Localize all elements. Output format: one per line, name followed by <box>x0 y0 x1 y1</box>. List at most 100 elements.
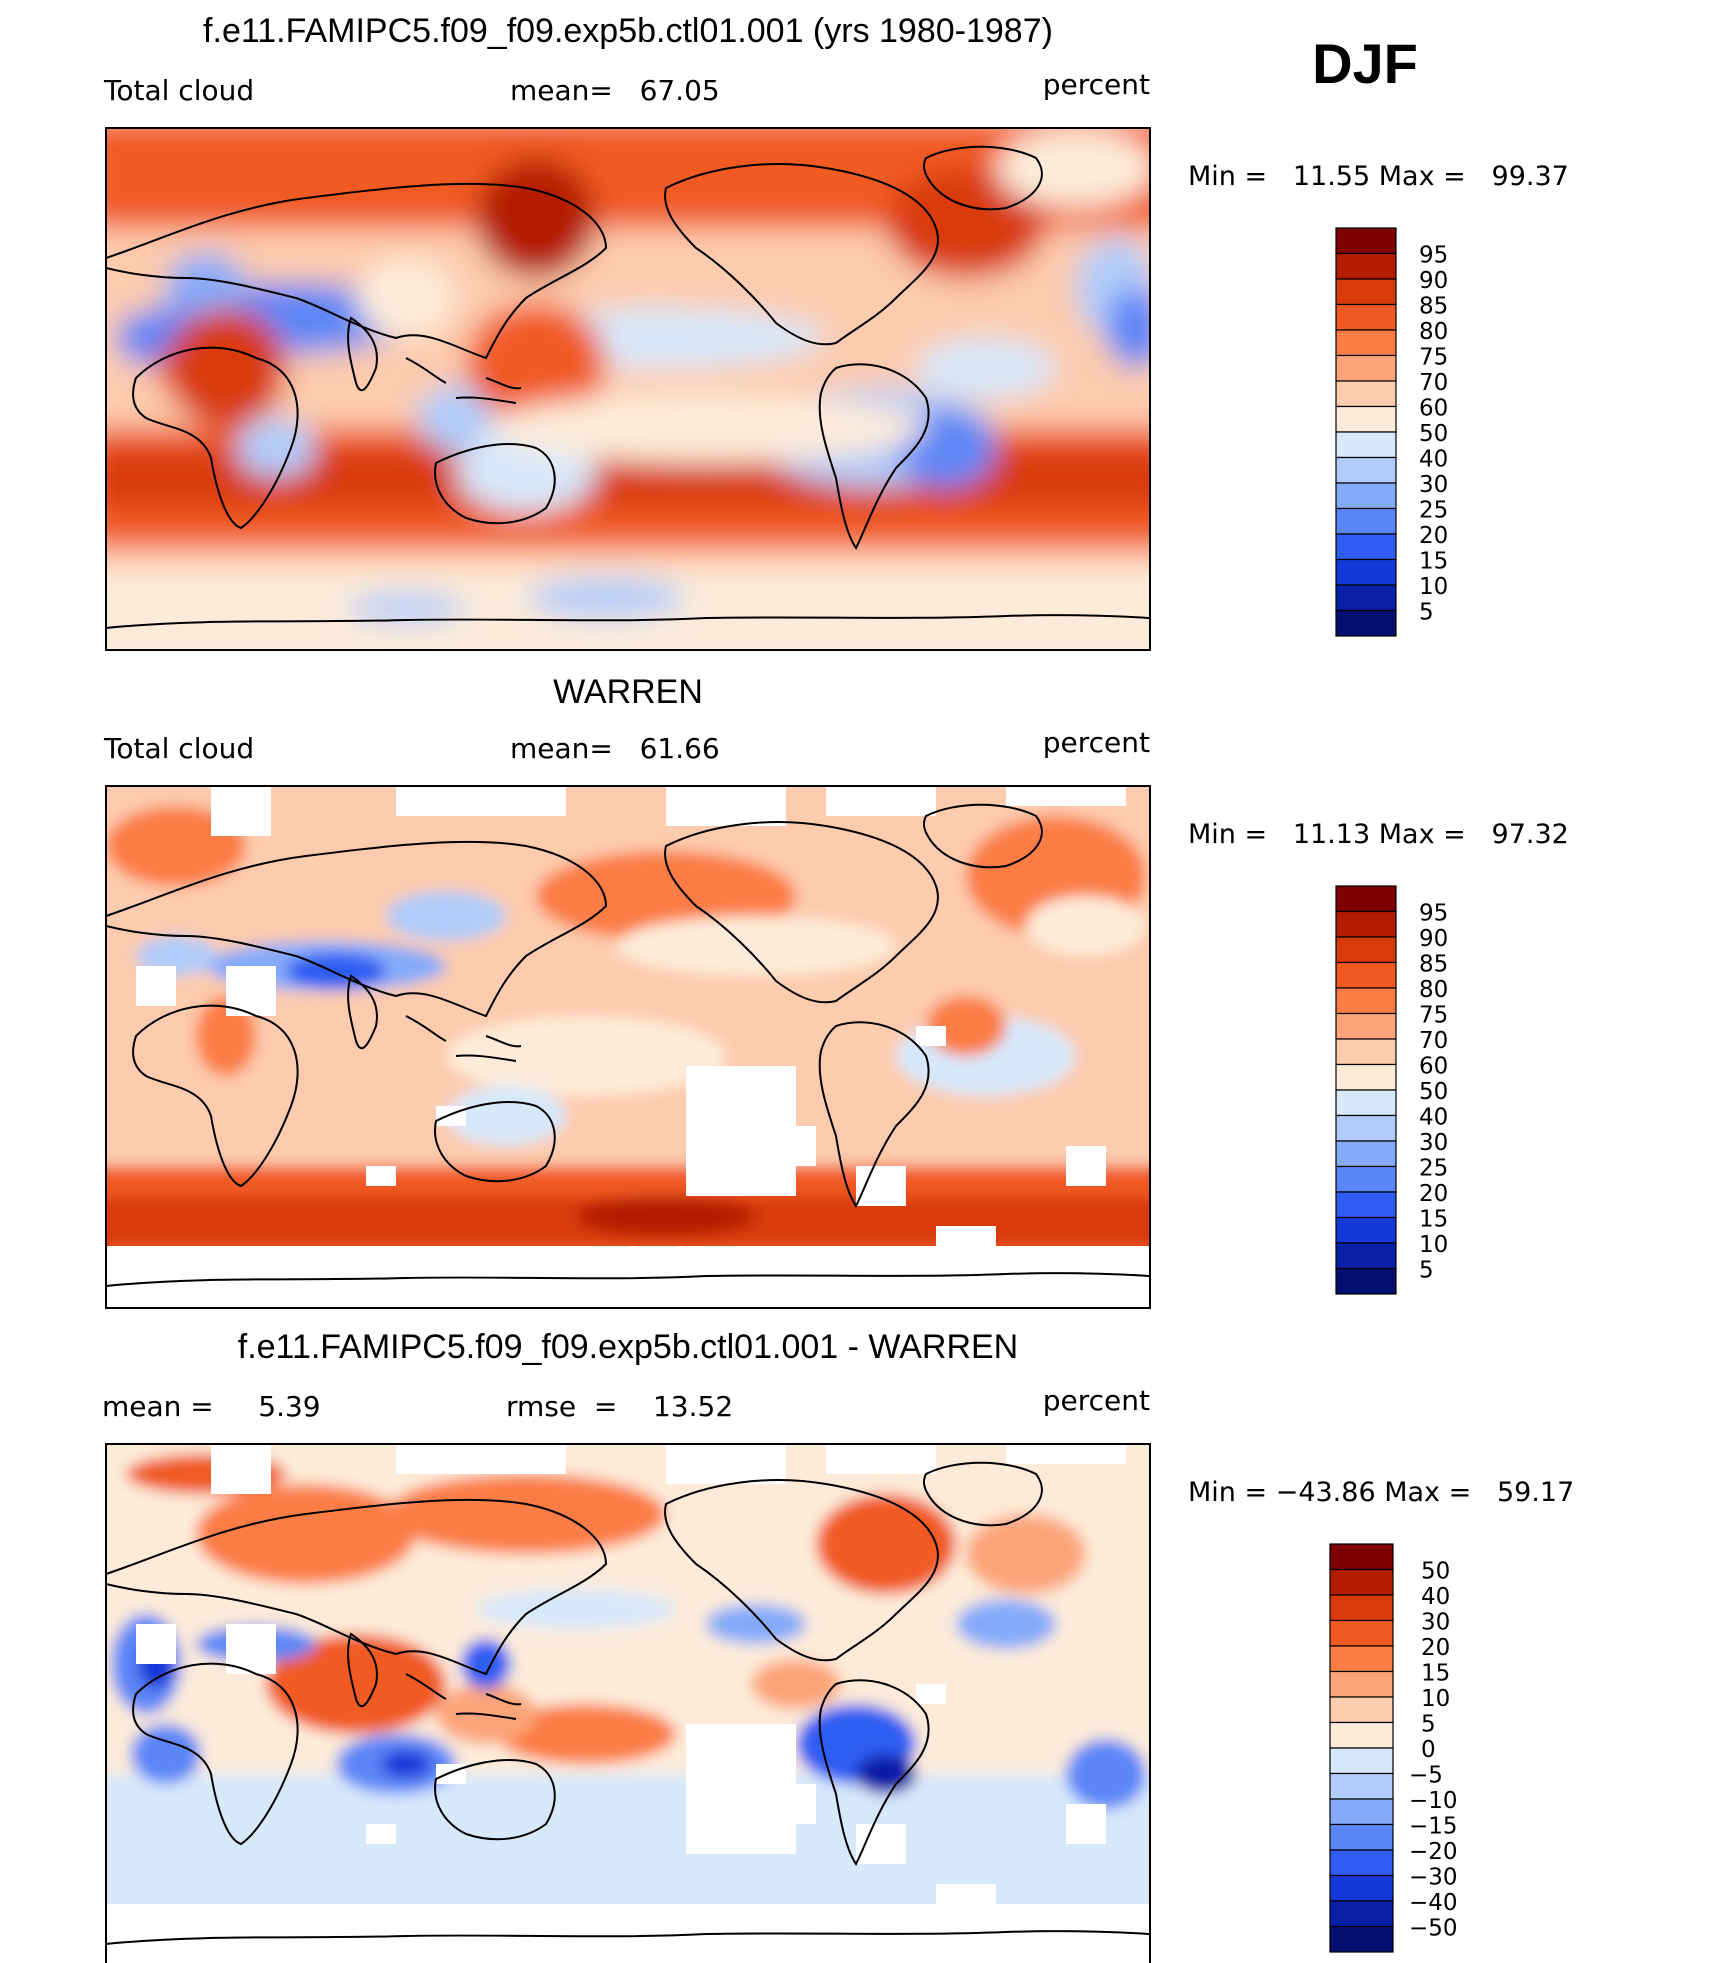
colorbar-swatch <box>1335 584 1397 612</box>
map-frame <box>105 1443 1151 1963</box>
field-blob <box>1066 1739 1146 1809</box>
map-land-outline <box>106 1461 1150 1945</box>
coastline <box>106 182 608 360</box>
colorbar-tick-label: 50 <box>1419 1079 1448 1105</box>
colorbar-swatch <box>1335 558 1397 586</box>
field-blob <box>1106 288 1150 368</box>
panel-title: WARREN <box>553 673 703 711</box>
colorbar-swatch <box>1335 329 1397 357</box>
colorbar-swatch <box>1335 405 1397 433</box>
colorbar-swatch <box>1329 1849 1394 1877</box>
coastline <box>347 974 378 1050</box>
colorbar-tick-label: −10 <box>1409 1788 1458 1814</box>
colorbar-tick-label: −40 <box>1409 1890 1458 1916</box>
map-field <box>106 1444 1150 1963</box>
colorbar-swatch <box>1335 278 1397 306</box>
colorbar-tick-label: −30 <box>1409 1865 1458 1891</box>
colorbar-tick-label: 40 <box>1419 447 1448 473</box>
field-blob <box>966 1514 1086 1594</box>
colorbar-swatch <box>1335 1089 1397 1117</box>
colorbar-swatch <box>1329 1619 1394 1647</box>
coastline <box>818 1021 930 1208</box>
season-label: DJF <box>1312 32 1418 95</box>
field-blob <box>166 253 246 323</box>
coastline <box>347 316 378 392</box>
colorbar-tick-label: 10 <box>1419 1232 1448 1258</box>
colorbar-tick-label: 5 <box>1421 1712 1436 1738</box>
missing-data-cell <box>856 1824 906 1864</box>
panel-units: percent <box>1043 1384 1150 1417</box>
colorbar-swatch <box>1329 1874 1394 1902</box>
missing-data-cell <box>106 1246 1150 1308</box>
colorbar-tick-label: 40 <box>1419 1105 1448 1131</box>
map-field <box>106 128 1150 650</box>
colorbar-tick-label: 40 <box>1421 1584 1450 1610</box>
field-blob <box>386 891 506 941</box>
colorbar-swatch <box>1335 987 1397 1015</box>
coastline <box>106 614 1150 629</box>
colorbar-swatch <box>1335 227 1397 255</box>
missing-data-cell <box>366 1824 396 1844</box>
colorbar-swatch <box>1329 1721 1394 1749</box>
missing-data-cell <box>1066 1804 1106 1844</box>
map-land-outline <box>106 145 1150 629</box>
colorbar-tick-label: −20 <box>1409 1839 1458 1865</box>
colorbar-swatch <box>1329 1568 1394 1596</box>
missing-data-cell <box>366 1166 396 1186</box>
field-blob <box>996 128 1150 208</box>
colorbar-tick-label: 90 <box>1419 926 1448 952</box>
colorbar-tick-label: 30 <box>1419 472 1448 498</box>
colorbar-tick-label: 85 <box>1419 952 1448 978</box>
field-blob <box>616 916 896 976</box>
field-blob <box>236 418 316 478</box>
coastline <box>405 357 522 404</box>
colorbar-swatch <box>1335 910 1397 938</box>
missing-data-cell <box>666 786 786 826</box>
colorbar-tick-label: 15 <box>1419 1207 1448 1233</box>
coastline <box>434 1758 556 1841</box>
map-frame <box>105 785 1151 1309</box>
field-blob <box>816 1494 956 1594</box>
missing-data-cell <box>436 1106 466 1126</box>
field-blob <box>856 1754 916 1794</box>
field-band <box>106 1774 1150 1914</box>
colorbar-tick-label: 75 <box>1419 345 1448 371</box>
colorbar-tick-label: 20 <box>1419 1181 1448 1207</box>
colorbar-swatch <box>1329 1670 1394 1698</box>
colorbar-tick-label: 80 <box>1419 977 1448 1003</box>
panel-obs: WARREN Total cloud mean= 61.66 percent M… <box>103 673 1569 1309</box>
coastline <box>434 1100 556 1183</box>
missing-data-cell <box>916 1684 946 1704</box>
missing-data-cell <box>1006 786 1126 806</box>
colorbar-swatch <box>1329 1900 1394 1928</box>
colorbar-swatch <box>1335 1191 1397 1219</box>
field-blob <box>346 593 466 623</box>
colorbar-tick-label: 95 <box>1419 901 1448 927</box>
colorbar-tick-label: 30 <box>1419 1130 1448 1156</box>
colorbar-swatch <box>1335 1267 1397 1295</box>
colorbar-tick-label: 50 <box>1419 421 1448 447</box>
colorbar-tick-label: 25 <box>1419 1156 1448 1182</box>
map-land-outline <box>106 803 1150 1287</box>
colorbar-swatch <box>1329 1925 1394 1953</box>
colorbar-tick-label: 0 <box>1421 1737 1436 1763</box>
missing-data-cell <box>916 1026 946 1046</box>
colorbar-swatch <box>1335 1242 1397 1270</box>
field-blob <box>916 338 1056 398</box>
colorbar-swatch <box>1335 456 1397 484</box>
colorbar-swatch <box>1335 1216 1397 1244</box>
field-blob <box>446 1016 726 1096</box>
coastline <box>922 145 1043 211</box>
field-blob <box>131 1724 201 1784</box>
field-blob <box>166 308 286 428</box>
coastline <box>132 346 299 530</box>
field-blob <box>461 1639 511 1689</box>
colorbar-swatch <box>1335 1012 1397 1040</box>
missing-data-cell <box>396 1444 566 1474</box>
colorbar-swatch <box>1335 961 1397 989</box>
colorbar-tick-label: 20 <box>1421 1635 1450 1661</box>
missing-data-cell <box>1006 1444 1126 1464</box>
missing-data-cell <box>136 966 176 1006</box>
colorbar-swatch <box>1335 1114 1397 1142</box>
